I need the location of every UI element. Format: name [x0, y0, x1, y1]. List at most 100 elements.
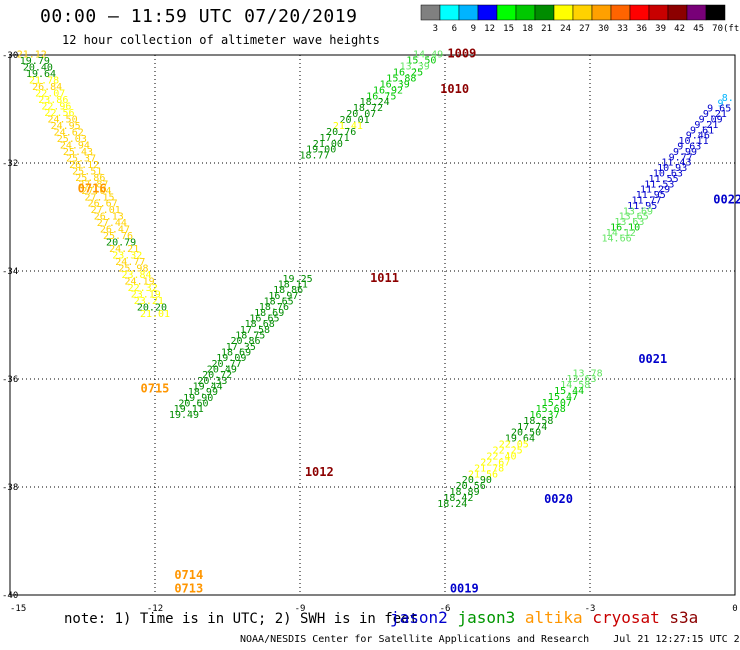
swh-value: 18.69 [221, 348, 251, 359]
colorbar-label: 70 [712, 24, 723, 34]
swh-value: 14.12 [606, 228, 636, 239]
colorbar-swatch [534, 4, 555, 21]
swh-value: 22.07 [35, 89, 65, 100]
swh-value: 24.94 [60, 140, 90, 151]
colorbar-swatch [667, 4, 688, 21]
swh-value: 11.53 [644, 179, 674, 190]
swh-value: 23.21 [134, 296, 164, 307]
colorbar-label: (ft) [723, 24, 740, 34]
colorbar-swatch [705, 4, 726, 21]
swh-value: 24.21 [109, 244, 139, 255]
swh-value: 18.11 [278, 279, 308, 290]
swh-value: 9.21 [694, 120, 718, 131]
pass-time-label: 0716 [78, 182, 107, 196]
x-tick-label: -12 [147, 604, 163, 614]
swh-value: 24.77 [115, 257, 145, 268]
swh-value: 10.11 [678, 136, 708, 147]
swh-value: 27.15 [84, 192, 114, 203]
pass-time-label: 1010 [440, 82, 469, 96]
swh-value: 23.84 [121, 270, 151, 281]
swh-value: 25.51 [72, 166, 102, 177]
swh-value: 25.37 [66, 153, 96, 164]
swh-value: 18.68 [245, 319, 275, 330]
swh-value: 16.75 [366, 91, 396, 102]
swh-value: 21.78 [29, 76, 59, 87]
pass-time-label: 0019 [450, 581, 479, 595]
swh-value: 18.77 [299, 151, 329, 162]
x-tick-label: -9 [295, 604, 306, 614]
colorbar-label: 30 [598, 24, 609, 34]
swh-value: 13.39 [400, 62, 430, 73]
satellite-legend: jason2 jason3 altika cryosat s3a [390, 608, 698, 627]
swh-value: 19.64 [26, 69, 56, 80]
x-tick-label: 0 [732, 604, 737, 614]
swh-value: 18.72 [353, 103, 383, 114]
swh-value: 20.01 [340, 115, 370, 126]
swh-value: 9.99 [673, 147, 697, 158]
swh-value: 16.37 [529, 410, 559, 421]
colorbar-label: 18 [522, 24, 533, 34]
swh-value: 26.67 [88, 199, 118, 210]
pass-time-label: 0715 [141, 382, 170, 396]
swh-value: 18.24 [437, 499, 467, 510]
colorbar-label: 27 [579, 24, 590, 34]
swh-value: 9.21 [703, 109, 727, 120]
swh-value: 22.96 [41, 102, 71, 113]
swh-value: 25.43 [63, 147, 93, 158]
swh-value: 18.65 [264, 296, 294, 307]
swh-value: 21.56 [468, 469, 498, 480]
swh-value: 19.90 [183, 393, 213, 404]
swh-value: 18.89 [449, 487, 479, 498]
swh-value: 18.42 [443, 493, 473, 504]
swh-value: 9. [717, 98, 729, 109]
swh-value: 13.63 [614, 217, 644, 228]
swh-value: 9.09 [699, 115, 723, 126]
swh-value: 24.95 [51, 121, 81, 132]
x-tick-label: -6 [440, 604, 451, 614]
colorbar-swatch [591, 4, 612, 21]
swh-value: 13.78 [573, 368, 603, 379]
swh-value: 19.64 [505, 434, 535, 445]
swh-value: 20.86 [230, 336, 260, 347]
swh-value: 18.75 [235, 331, 265, 342]
swh-value: 11.95 [627, 201, 657, 212]
swh-value: 20.33 [197, 376, 227, 387]
pass-time-label: 0021 [638, 352, 667, 366]
swh-value: 27.04 [81, 186, 111, 197]
swh-value: 26.12 [69, 160, 99, 171]
swh-value: 19.25 [283, 274, 313, 285]
swh-value: 10.63 [653, 169, 683, 180]
swh-value: 23.86 [38, 95, 68, 106]
swh-value: 20.60 [178, 399, 208, 410]
swh-value: 19.49 [169, 410, 199, 421]
y-tick-label: -32 [2, 159, 18, 169]
chart-title: 00:00 – 11:59 UTC 07/20/2019 [40, 6, 358, 27]
swh-value: 9.46 [686, 131, 710, 142]
swh-value: 22.56 [44, 108, 74, 119]
legend-altika: altika [524, 608, 593, 627]
colorbar-swatch [458, 4, 479, 21]
swh-value: 22.05 [499, 440, 529, 451]
swh-value: 26.84 [32, 82, 62, 93]
swh-value: 20.79 [106, 238, 136, 249]
colorbar-swatch [629, 4, 650, 21]
colorbar-swatch [610, 4, 631, 21]
swh-value: 25.86 [75, 173, 105, 184]
pass-time-label: 0022 [713, 193, 740, 207]
swh-value: 11.55 [649, 174, 679, 185]
swh-value: 27.44 [97, 218, 127, 229]
swh-value: 10.93 [657, 163, 687, 174]
swh-value: 22.32 [128, 283, 158, 294]
swh-value: 20.72 [202, 370, 232, 381]
swh-value: 18.24 [360, 97, 390, 108]
swh-value: 13.63 [566, 374, 596, 385]
y-tick-label: -34 [2, 267, 18, 277]
swh-value: 16.92 [373, 85, 403, 96]
swh-value: 21.00 [313, 139, 343, 150]
colorbar-label: 12 [484, 24, 495, 34]
swh-value: 19.00 [306, 145, 336, 156]
colorbar-swatch [477, 4, 498, 21]
colorbar-label: 3 [433, 24, 438, 34]
swh-value: 20.20 [137, 302, 167, 313]
